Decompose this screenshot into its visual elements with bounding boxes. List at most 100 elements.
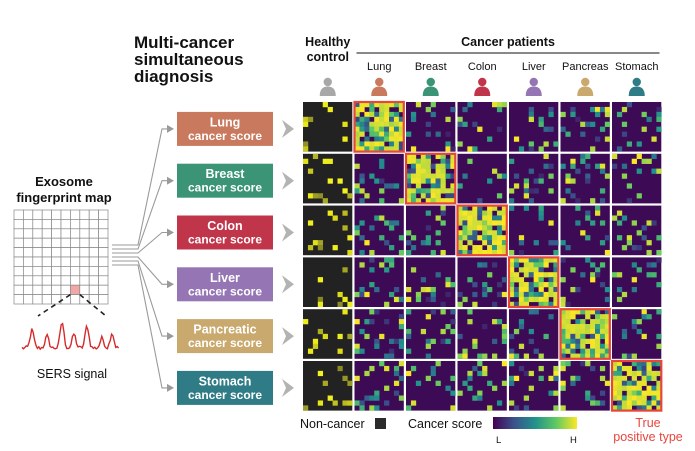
score-cell bbox=[406, 333, 412, 340]
score-cell bbox=[472, 245, 478, 251]
score-cell bbox=[616, 111, 623, 118]
score-cell bbox=[631, 390, 637, 396]
score-cell bbox=[477, 370, 483, 377]
grid-cell bbox=[60, 256, 71, 267]
column-name-liver: Liver bbox=[522, 61, 546, 73]
score-cell bbox=[641, 365, 647, 372]
score-cell bbox=[492, 215, 498, 221]
score-cell bbox=[599, 314, 606, 320]
score-cell bbox=[384, 353, 390, 359]
score-cell bbox=[621, 291, 628, 298]
score-cell bbox=[389, 131, 395, 137]
score-cell bbox=[626, 235, 633, 241]
fan-line bbox=[112, 124, 174, 246]
score-cell bbox=[616, 395, 623, 401]
score-cell bbox=[656, 400, 662, 406]
score-cell bbox=[467, 102, 473, 108]
score-cell bbox=[560, 198, 566, 204]
score-cell bbox=[398, 121, 405, 127]
score-cell bbox=[457, 333, 463, 340]
score-cell bbox=[359, 220, 365, 226]
score-cell bbox=[560, 333, 566, 340]
score-cell bbox=[631, 375, 637, 382]
grid-cell bbox=[41, 294, 52, 305]
score-cell bbox=[467, 146, 473, 152]
score-cell bbox=[595, 319, 601, 325]
score-cell bbox=[636, 361, 642, 367]
score-cell bbox=[445, 338, 451, 345]
score-cell bbox=[528, 262, 534, 268]
score-cell bbox=[406, 188, 412, 194]
score-cell bbox=[538, 286, 544, 293]
score-cell bbox=[492, 168, 498, 174]
score-cell bbox=[440, 173, 446, 179]
score-cell bbox=[518, 343, 525, 349]
score-cell bbox=[590, 348, 596, 354]
score-cell bbox=[528, 282, 534, 288]
score-cell bbox=[312, 338, 319, 345]
score-cell bbox=[565, 173, 571, 179]
score-cell bbox=[415, 183, 422, 189]
score-cell bbox=[364, 291, 370, 298]
score-cell bbox=[440, 220, 446, 226]
grid-cell bbox=[88, 219, 99, 230]
score-cell bbox=[585, 314, 591, 320]
score-cell bbox=[445, 146, 451, 152]
score-cell bbox=[636, 141, 642, 147]
fan-line bbox=[112, 264, 174, 392]
score-cell bbox=[359, 121, 365, 127]
score-cell bbox=[457, 353, 463, 359]
score-cell bbox=[575, 319, 581, 325]
score-cell bbox=[548, 272, 554, 278]
zoom-line-left bbox=[37, 293, 71, 317]
score-cell bbox=[528, 146, 534, 152]
score-cell bbox=[528, 116, 534, 123]
score-cell bbox=[636, 153, 642, 160]
score-cell bbox=[477, 361, 483, 367]
score-cell bbox=[590, 319, 596, 325]
score-cell bbox=[631, 286, 637, 293]
score-cell bbox=[410, 158, 417, 164]
score-cell bbox=[656, 343, 662, 349]
score-cell bbox=[492, 262, 498, 268]
score-cell bbox=[538, 121, 544, 127]
score-cell bbox=[496, 215, 503, 221]
score-cell bbox=[393, 286, 400, 293]
score-cell bbox=[641, 380, 647, 386]
score-cell bbox=[565, 348, 571, 354]
figure-title: Multi-cancer simultaneous diagnosis bbox=[134, 34, 244, 85]
score-cell bbox=[487, 405, 493, 411]
score-cell bbox=[599, 163, 606, 169]
grid-cell bbox=[60, 266, 71, 277]
score-cell bbox=[636, 395, 642, 401]
score-cell bbox=[518, 146, 525, 152]
grid-cell bbox=[32, 266, 43, 277]
score-cell bbox=[317, 328, 324, 335]
off-diagonal-block bbox=[406, 309, 456, 359]
score-cell bbox=[565, 338, 571, 345]
score-cell bbox=[393, 121, 400, 127]
grid-cell bbox=[51, 256, 62, 267]
score-cell bbox=[384, 400, 390, 406]
score-cell bbox=[379, 163, 385, 169]
score-cell bbox=[487, 205, 493, 211]
score-cell bbox=[430, 111, 436, 118]
score-cell bbox=[560, 348, 566, 354]
score-cell bbox=[560, 314, 566, 320]
score-cell bbox=[599, 240, 606, 246]
score-cell bbox=[369, 111, 375, 118]
score-cell bbox=[570, 111, 576, 118]
score-cell bbox=[585, 153, 591, 160]
score-cell bbox=[575, 328, 581, 335]
score-cell bbox=[590, 121, 596, 127]
score-cell bbox=[450, 390, 456, 396]
score-cell bbox=[553, 301, 559, 307]
score-cell bbox=[492, 205, 498, 211]
score-cell bbox=[389, 291, 395, 298]
score-cell bbox=[612, 390, 618, 396]
score-cell bbox=[641, 405, 647, 411]
score-cell bbox=[570, 323, 576, 330]
score-cell bbox=[359, 405, 365, 411]
noncancer-swatch bbox=[375, 418, 386, 429]
score-cell bbox=[560, 240, 566, 246]
